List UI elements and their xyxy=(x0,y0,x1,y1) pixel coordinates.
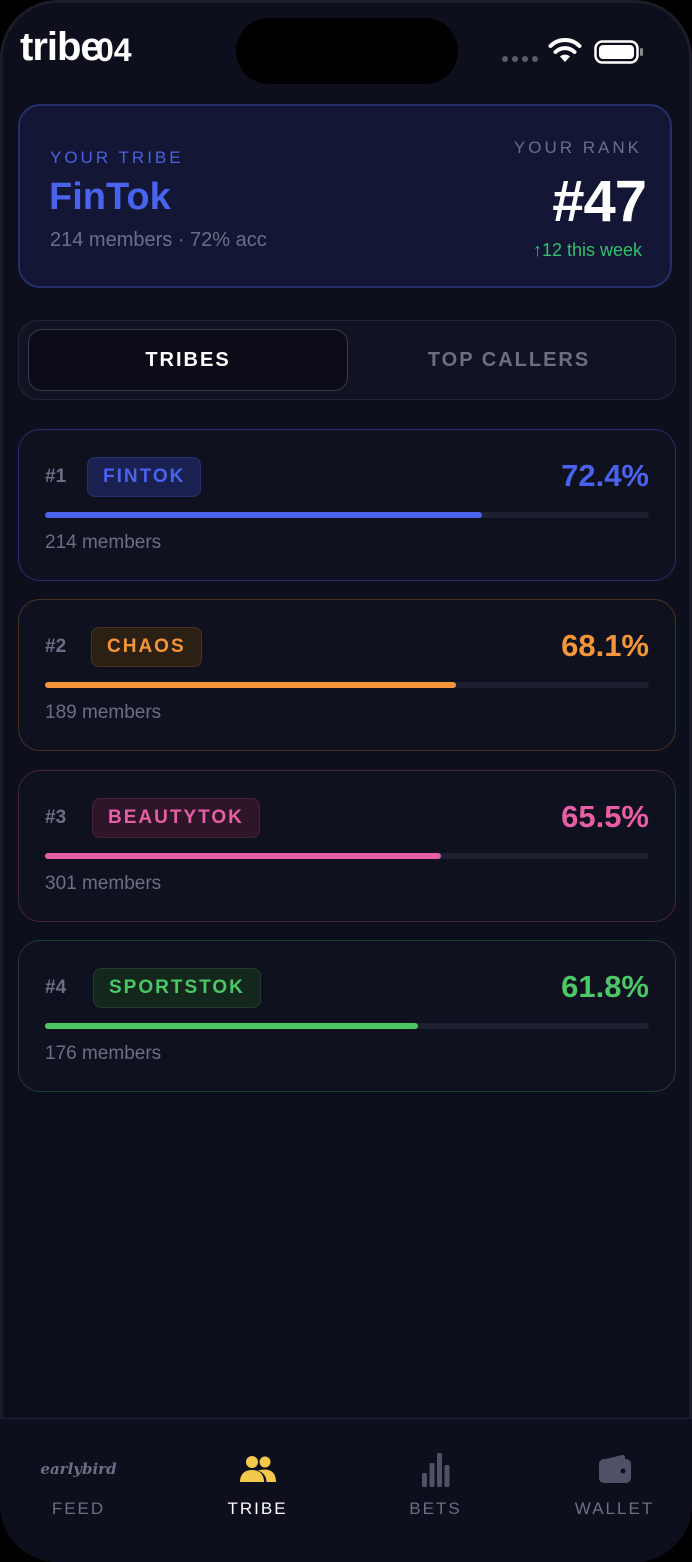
tribe-name-badge: CHAOS xyxy=(91,627,202,667)
earlybird-logo-text: earlybird xyxy=(40,1460,117,1478)
your-rank-value: #47 xyxy=(552,169,647,234)
tribe-row-chaos[interactable]: #2 CHAOS 68.1% 189 members xyxy=(18,599,676,751)
accuracy-progress-track xyxy=(45,1023,649,1029)
accuracy-progress-track xyxy=(45,512,649,518)
bar-chart-icon xyxy=(349,1451,522,1487)
nav-item-wallet[interactable]: WALLET xyxy=(528,1419,692,1562)
accuracy-progress-fill xyxy=(45,682,457,688)
your-tribe-meta: 214 members · 72% acc xyxy=(50,229,267,251)
status-bar: tribe 04 xyxy=(0,0,692,96)
tribe-accuracy: 61.8% xyxy=(561,969,649,1004)
tab-top-callers[interactable]: TOP CALLERS xyxy=(427,348,591,371)
tribe-members: 189 members xyxy=(45,702,162,723)
your-tribe-card[interactable]: YOUR TRIBE FinTok 214 members · 72% acc … xyxy=(18,104,672,288)
your-tribe-name: FinTok xyxy=(49,176,171,218)
tab-tribes[interactable]: TRIBES xyxy=(28,329,348,391)
wifi-icon xyxy=(548,38,582,62)
nav-item-feed[interactable]: earlybird FEED xyxy=(0,1419,165,1562)
earlybird-logo-icon: earlybird xyxy=(0,1451,165,1487)
tribe-members: 214 members xyxy=(45,532,162,553)
bottom-nav: earlybird FEED TRIBE xyxy=(0,1418,692,1562)
tribe-rank: #4 xyxy=(45,977,67,998)
tribe-rank: #2 xyxy=(45,636,67,657)
tribe-rank: #1 xyxy=(45,466,67,487)
tribe-accuracy: 72.4% xyxy=(561,458,649,493)
cellular-signal-icon xyxy=(502,56,538,62)
nav-item-bets[interactable]: BETS xyxy=(349,1419,522,1562)
tribe-name-badge: FINTOK xyxy=(87,457,202,497)
tribe-name-badge: BEAUTYTOK xyxy=(92,798,260,838)
nav-label-wallet: WALLET xyxy=(574,1499,655,1518)
accuracy-progress-track xyxy=(45,682,649,688)
tribe-accuracy: 65.5% xyxy=(561,799,649,834)
status-time: 04 xyxy=(96,32,132,68)
tribe-members: 176 members xyxy=(45,1043,162,1064)
nav-label-feed: FEED xyxy=(51,1499,106,1518)
tribe-row-fintok[interactable]: #1 FINTOK 72.4% 214 members xyxy=(18,429,676,581)
rank-change: ↑12 this week xyxy=(532,240,642,260)
accuracy-progress-fill xyxy=(45,853,441,859)
tribe-accuracy: 68.1% xyxy=(561,628,649,663)
tribe-rank: #3 xyxy=(45,807,67,828)
nav-label-bets: BETS xyxy=(409,1499,462,1518)
people-icon xyxy=(171,1451,344,1487)
your-rank-label: YOUR RANK xyxy=(513,138,642,157)
app-title: tribe xyxy=(20,25,103,69)
nav-label-tribe: TRIBE xyxy=(227,1499,288,1518)
nav-item-tribe[interactable]: TRIBE xyxy=(171,1419,344,1562)
battery-icon xyxy=(594,40,643,64)
accuracy-progress-fill xyxy=(45,512,483,518)
accuracy-progress-fill xyxy=(45,1023,419,1029)
tribe-row-beautytok[interactable]: #3 BEAUTYTOK 65.5% 301 members xyxy=(18,770,676,922)
wallet-icon xyxy=(528,1451,692,1487)
tribe-members: 301 members xyxy=(45,873,162,894)
dynamic-island xyxy=(236,18,458,84)
leaderboard-segmented-control: TRIBES TOP CALLERS xyxy=(18,320,676,400)
tribe-row-sportstok[interactable]: #4 SPORTSTOK 61.8% 176 members xyxy=(18,940,676,1092)
accuracy-progress-track xyxy=(45,853,649,859)
your-tribe-label: YOUR TRIBE xyxy=(50,148,184,167)
tribe-name-badge: SPORTSTOK xyxy=(93,968,261,1008)
